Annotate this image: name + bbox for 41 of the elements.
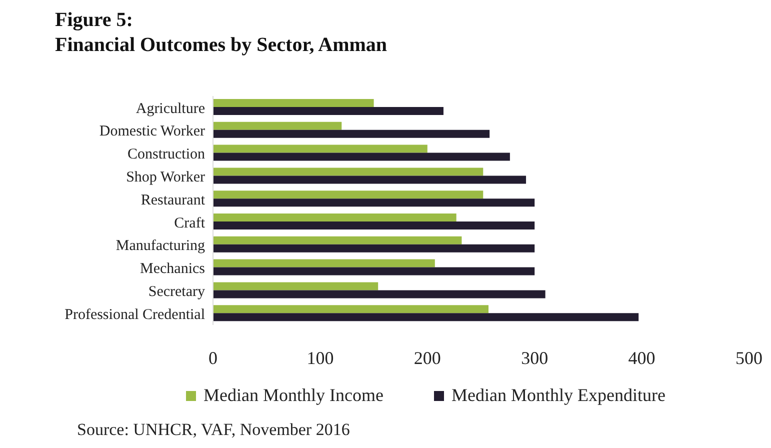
bar bbox=[213, 198, 535, 207]
bar bbox=[213, 236, 462, 244]
y-tick-label: Domestic Worker bbox=[99, 124, 205, 140]
y-tick-label: Mechanics bbox=[140, 261, 206, 278]
bar bbox=[213, 290, 546, 298]
bar bbox=[213, 176, 526, 184]
bar bbox=[213, 267, 535, 276]
bar bbox=[213, 222, 535, 230]
x-tick-label: 300 bbox=[521, 348, 548, 368]
y-tick-label: Shop Worker bbox=[126, 169, 205, 186]
x-tick-label: 100 bbox=[306, 348, 334, 368]
y-tick-label: Construction bbox=[128, 146, 206, 163]
bar bbox=[213, 244, 535, 252]
bar bbox=[213, 168, 484, 176]
x-tick-label: 200 bbox=[414, 348, 441, 368]
bar bbox=[213, 190, 484, 199]
bar bbox=[213, 107, 444, 115]
bar bbox=[213, 313, 639, 322]
source-note: Source: UNHCR, VAF, November 2016 bbox=[77, 420, 350, 440]
legend-label: Median Monthly Expenditure bbox=[450, 385, 666, 406]
bar bbox=[213, 214, 456, 222]
x-tick-label: 500 bbox=[736, 348, 762, 368]
bar bbox=[213, 259, 435, 268]
bar bbox=[213, 152, 510, 161]
y-tick-label: Secretary bbox=[148, 284, 206, 300]
bar bbox=[213, 144, 428, 153]
x-tick-label: 0 bbox=[208, 348, 218, 368]
y-tick-label: Craft bbox=[174, 215, 206, 232]
x-tick-label: 400 bbox=[628, 348, 656, 368]
bar bbox=[213, 305, 489, 314]
bar bbox=[213, 130, 490, 138]
bar bbox=[213, 282, 378, 290]
y-tick-label: Restaurant bbox=[140, 192, 206, 208]
chart-subtitle: Financial Outcomes by Sector, Amman bbox=[55, 33, 388, 58]
bar bbox=[213, 99, 374, 107]
y-tick-label: Professional Credential bbox=[64, 306, 205, 323]
chart-title: Figure 5: bbox=[55, 8, 134, 33]
y-tick-label: Agriculture bbox=[136, 100, 206, 117]
y-tick-label: Manufacturing bbox=[116, 238, 206, 254]
bar bbox=[213, 122, 342, 130]
legend-label: Median Monthly Income bbox=[202, 385, 384, 406]
